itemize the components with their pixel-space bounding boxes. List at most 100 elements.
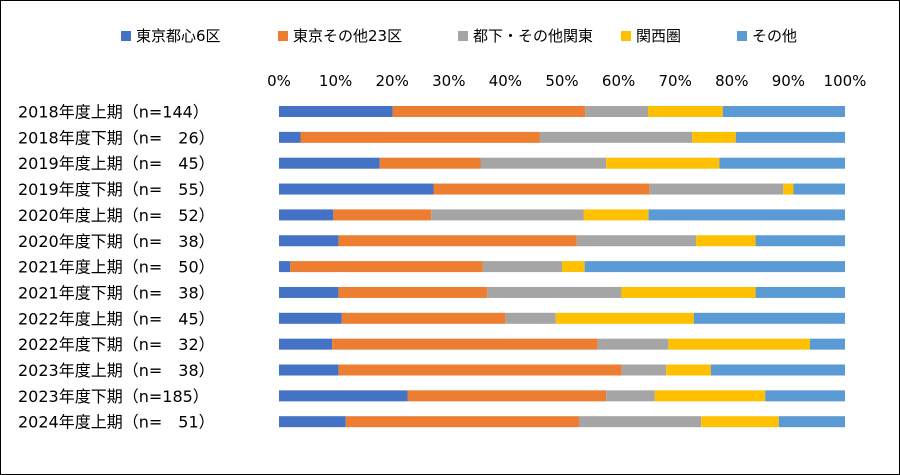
y-category-label-3: 2019年度下期（n= 55） — [18, 180, 215, 199]
legend-swatch-0 — [121, 31, 131, 41]
bars — [279, 106, 845, 428]
bar-segment-row10-series2 — [621, 364, 667, 376]
bar-segment-row12-series4 — [778, 416, 845, 428]
legend-label-0: 東京都心6区 — [136, 27, 221, 45]
bar-segment-row10-series3 — [666, 364, 711, 376]
bar-segment-row8-series1 — [341, 312, 506, 324]
x-tick-label-6: 60% — [602, 72, 635, 90]
legend-swatch-4 — [737, 31, 747, 41]
bar-segment-row6-series2 — [482, 261, 562, 273]
bar-segment-row1-series1 — [300, 131, 540, 143]
bar-segment-row8-series3 — [555, 312, 694, 324]
bar-segment-row8-series0 — [279, 312, 342, 324]
y-category-label-12: 2024年度上期（n= 51） — [18, 413, 215, 432]
legend-label-1: 東京その他23区 — [293, 27, 402, 45]
bar-segment-row5-series2 — [576, 235, 697, 247]
bar-segment-row5-series4 — [755, 235, 845, 247]
bar-segment-row11-series1 — [407, 390, 607, 402]
bar-segment-row11-series4 — [765, 390, 845, 402]
bar-segment-row0-series1 — [392, 106, 586, 117]
y-category-label-8: 2022年度上期（n= 45） — [18, 309, 215, 328]
bar-segment-row6-series1 — [290, 261, 483, 273]
bar-segment-row12-series1 — [345, 416, 579, 428]
bar-segment-row9-series0 — [279, 338, 333, 350]
bar-segment-row9-series2 — [597, 338, 669, 350]
y-category-label-10: 2023年度上期（n= 38） — [18, 361, 215, 380]
x-tick-label-7: 70% — [659, 72, 692, 90]
x-tick-label-8: 80% — [715, 72, 748, 90]
bar-segment-row0-series3 — [648, 106, 723, 117]
bar-segment-row9-series4 — [809, 338, 845, 350]
bar-segment-row5-series0 — [279, 235, 339, 247]
bar-segment-row8-series2 — [505, 312, 556, 324]
y-category-label-4: 2020年度上期（n= 52） — [18, 206, 215, 225]
y-category-label-11: 2023年度下期（n=185） — [18, 387, 209, 406]
bar-segment-row12-series3 — [701, 416, 779, 428]
y-category-label-2: 2019年度上期（n= 45） — [18, 154, 215, 173]
bar-segment-row9-series1 — [332, 338, 598, 350]
y-category-label-9: 2022年度下期（n= 32） — [18, 335, 215, 354]
bar-segment-row4-series0 — [279, 209, 334, 221]
bar-segment-row3-series3 — [783, 183, 794, 195]
bar-segment-row5-series1 — [338, 235, 577, 247]
bar-segment-row12-series0 — [279, 416, 346, 428]
bar-segment-row7-series2 — [487, 286, 622, 298]
bar-segment-row1-series3 — [692, 131, 736, 143]
bar-segment-row7-series4 — [755, 286, 845, 298]
legend-swatch-3 — [621, 31, 631, 41]
y-category-label-6: 2021年度上期（n= 50） — [18, 258, 215, 277]
bar-segment-row2-series2 — [480, 157, 607, 169]
bar-segment-row0-series4 — [722, 106, 845, 117]
bar-segment-row4-series4 — [648, 209, 845, 221]
bar-segment-row1-series2 — [539, 131, 693, 143]
bar-segment-row10-series1 — [338, 364, 622, 376]
legend-label-4: その他 — [752, 27, 797, 45]
legend-label-2: 都下・その他関東 — [473, 27, 593, 45]
legend: 東京都心6区 東京その他23区 都下・その他関東 関西圏 その他 — [121, 27, 797, 45]
bar-segment-row2-series3 — [606, 157, 720, 169]
bar-segment-row7-series0 — [279, 286, 339, 298]
bar-segment-row7-series3 — [621, 286, 756, 298]
bar-segment-row6-series3 — [562, 261, 585, 273]
bar-segment-row11-series2 — [606, 390, 655, 402]
x-axis-tick-labels: 0% 10% 20% 30% 40% 50% 60% 70% 80% 90% 100% — [267, 72, 866, 90]
bar-segment-row4-series1 — [333, 209, 432, 221]
bar-segment-row7-series1 — [338, 286, 488, 298]
bar-segment-row12-series2 — [578, 416, 702, 428]
y-category-label-5: 2020年度下期（n= 38） — [18, 232, 215, 251]
legend-swatch-1 — [278, 31, 288, 41]
x-tick-label-4: 40% — [489, 72, 522, 90]
bar-segment-row10-series4 — [710, 364, 845, 376]
y-category-label-1: 2018年度下期（n= 26） — [18, 128, 215, 147]
x-tick-label-0: 0% — [267, 72, 291, 90]
bar-segment-row6-series0 — [279, 261, 291, 273]
bar-segment-row4-series3 — [583, 209, 649, 221]
y-category-label-0: 2018年度上期（n=144） — [18, 103, 209, 122]
legend-label-3: 関西圏 — [636, 27, 681, 45]
x-tick-label-9: 90% — [772, 72, 805, 90]
bar-segment-row10-series0 — [279, 364, 339, 376]
bar-segment-row2-series0 — [279, 157, 380, 169]
x-tick-label-2: 20% — [376, 72, 409, 90]
bar-segment-row1-series0 — [279, 131, 301, 143]
bar-segment-row3-series2 — [649, 183, 784, 195]
bar-segment-row0-series2 — [585, 106, 649, 117]
bar-segment-row5-series3 — [696, 235, 756, 247]
x-tick-label-3: 30% — [432, 72, 465, 90]
bar-segment-row2-series4 — [719, 157, 845, 169]
bar-segment-row3-series1 — [433, 183, 650, 195]
bar-segment-row3-series0 — [279, 183, 434, 195]
legend-swatch-2 — [458, 31, 468, 41]
x-tick-label-5: 50% — [545, 72, 578, 90]
bar-segment-row4-series2 — [431, 209, 584, 221]
x-tick-label-1: 10% — [319, 72, 352, 90]
bar-segment-row2-series1 — [379, 157, 481, 169]
bar-segment-row11-series0 — [279, 390, 408, 402]
bar-segment-row1-series4 — [735, 131, 845, 143]
bar-segment-row0-series0 — [279, 106, 393, 117]
y-axis-category-labels: 2018年度上期（n=144） 2018年度下期（n= 26） 2019年度上期（n… — [18, 103, 215, 432]
bar-segment-row9-series3 — [668, 338, 810, 350]
bar-segment-row6-series4 — [584, 261, 845, 273]
y-category-label-7: 2021年度下期（n= 38） — [18, 283, 215, 302]
